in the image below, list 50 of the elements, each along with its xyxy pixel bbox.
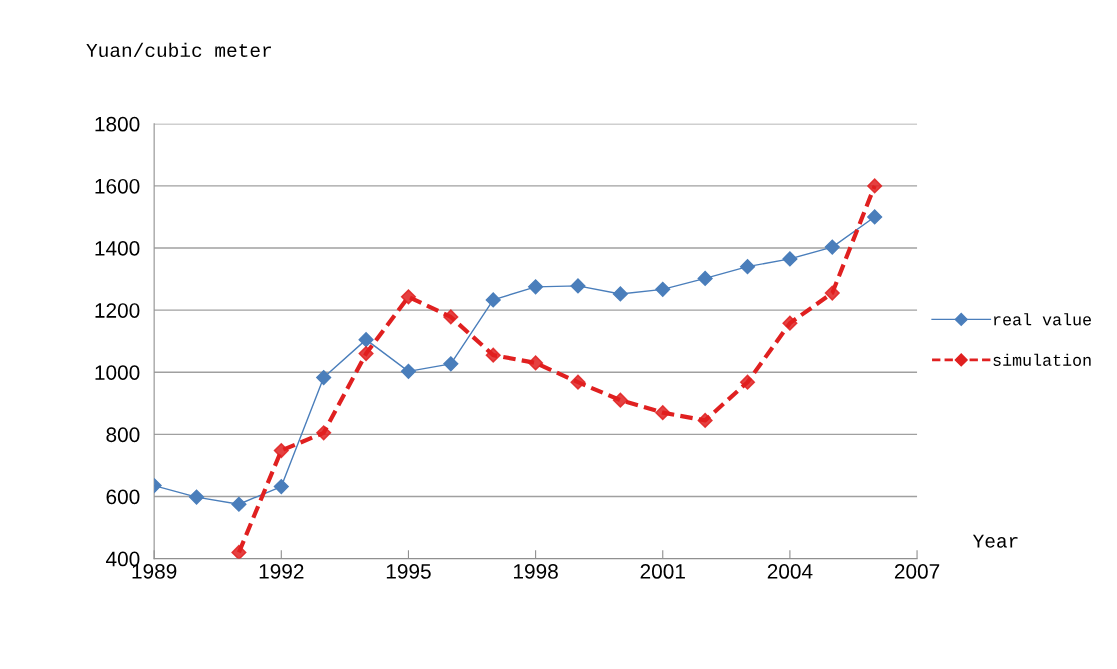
point xyxy=(316,369,332,386)
y-tick-label: 1200 xyxy=(95,303,140,318)
point xyxy=(782,315,798,331)
point xyxy=(485,347,501,363)
point xyxy=(867,178,883,194)
x-tick-label: 2007 xyxy=(894,564,940,579)
y-axis-title: Yuan/cubic meter xyxy=(86,42,271,58)
point xyxy=(485,292,501,308)
x-tick-label: 1998 xyxy=(514,564,558,579)
point xyxy=(358,346,374,362)
point xyxy=(824,285,840,301)
point xyxy=(655,405,671,421)
point xyxy=(697,270,713,287)
point xyxy=(443,356,459,372)
x-tick-label: 1992 xyxy=(259,564,304,579)
point xyxy=(273,442,289,459)
x-tick-label: 1995 xyxy=(386,564,431,579)
point xyxy=(612,286,628,302)
point xyxy=(400,363,417,379)
legend-label: real value xyxy=(994,313,1091,326)
point xyxy=(570,374,586,390)
y-tick-label: 1600 xyxy=(95,178,140,194)
point xyxy=(570,278,586,294)
point xyxy=(867,209,883,225)
point xyxy=(400,289,417,305)
point xyxy=(739,374,756,390)
point xyxy=(188,489,205,505)
x-axis-title: Year xyxy=(972,534,1018,548)
x-tick-label: 2001 xyxy=(640,564,685,579)
y-tick-label: 1400 xyxy=(95,241,140,256)
point xyxy=(739,259,756,275)
y-tick-label: 1000 xyxy=(95,365,140,380)
legend-label: simulation xyxy=(993,353,1091,366)
point xyxy=(697,412,713,428)
point xyxy=(443,309,459,325)
point xyxy=(824,239,840,255)
y-tick-label: 600 xyxy=(106,489,140,505)
point xyxy=(273,478,289,495)
y-tick-label: 1800 xyxy=(95,116,140,132)
point xyxy=(358,332,374,348)
point xyxy=(612,392,628,408)
point xyxy=(528,355,544,371)
y-tick-label: 800 xyxy=(106,427,140,443)
point xyxy=(655,281,671,297)
point xyxy=(528,279,544,295)
point xyxy=(231,496,247,512)
point xyxy=(316,425,332,441)
point xyxy=(782,251,798,267)
point xyxy=(231,544,247,559)
x-tick-label: 2004 xyxy=(767,564,813,579)
